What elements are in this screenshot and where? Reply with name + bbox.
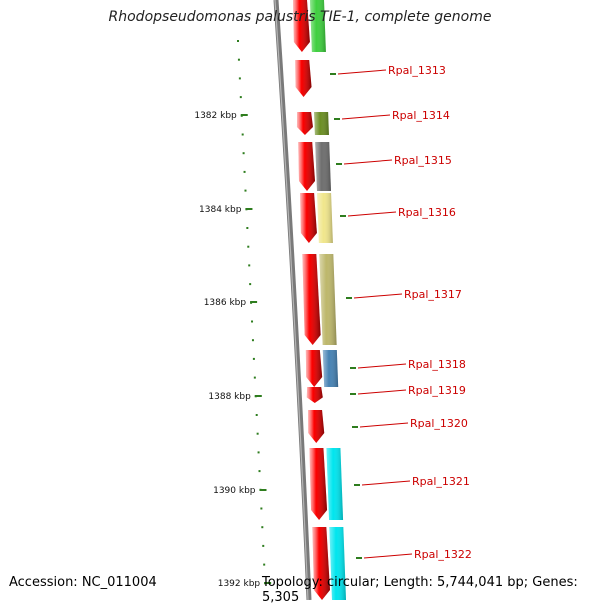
scale-label: 1382 kbp [194,111,237,121]
gene-tick [336,163,342,165]
scale-minor-tick [237,40,239,42]
gene-feature-shade [329,527,346,600]
gene-label[interactable]: Rpal_1314 [392,109,450,122]
scale-minor-tick [248,264,251,267]
gene-tick [350,393,356,395]
scale-minor-tick [258,470,261,473]
gene-leader-line [359,422,409,428]
gene-feature-shade [326,448,344,520]
scale-label: 1390 kbp [213,486,256,496]
scale-minor-tick [255,414,258,416]
gene-label[interactable]: Rpal_1318 [408,358,466,371]
gene-arrow-shade [312,527,330,600]
gene-arrow-shade [305,350,323,387]
gene-label[interactable]: Rpal_1322 [414,548,472,561]
gene-leader-line [363,553,413,559]
gene-tick [330,73,336,75]
gene-arrow-shade [300,193,317,243]
gene-leader-line [357,363,407,369]
scale-minor-tick [239,96,242,99]
gene-feature-shade [310,0,326,52]
gene-label[interactable]: Rpal_1317 [404,288,462,301]
gene-leader-line [347,211,397,217]
scale-major-tick [254,395,262,397]
gene-arrow-shade [308,410,325,443]
scale-minor-tick [251,339,254,342]
gene-labels: Rpal_1313 Rpal_1314 Rpal_1315 Rpal_1316 Rpal… [330,64,472,561]
gene-feature-shade [322,350,339,387]
gene-label[interactable]: Rpal_1315 [394,154,452,167]
scale-minor-tick [256,432,259,435]
scale-minor-tick [257,451,260,454]
gene-feature-shade [315,142,332,191]
scale-minor-tick [242,152,245,155]
scale-minor-tick [252,357,255,360]
gene-arrow-shade [302,254,321,345]
gene-label[interactable]: Rpal_1313 [388,64,446,77]
scale-minor-tick [247,245,250,248]
gene-arrow-shade [306,387,323,403]
scale-major-tick [259,489,267,491]
gene-leader-line [341,114,391,120]
gene-feature-shade [317,193,333,243]
accession-text: Accession: NC_011004 [9,575,157,590]
gene-label[interactable]: Rpal_1319 [408,384,466,397]
gene-label[interactable]: Rpal_1320 [410,417,468,430]
gene-leader-line [343,159,393,165]
scale-minor-tick [246,227,249,229]
gene-tick [340,215,346,217]
gene-arrow-shade [296,112,313,135]
scale-minor-tick [261,526,264,529]
scale-minor-tick [263,563,266,566]
scale-minor-tick [260,507,263,510]
gene-track [293,0,346,600]
gene-arrow-shade [309,448,328,520]
scale-minor-tick [238,77,241,80]
gene-feature-shade [319,254,337,345]
scale-minor-tick [251,320,254,323]
gene-tick [346,297,352,299]
scale-major-tick [250,301,258,303]
scale-label: 1388 kbp [208,392,251,402]
genome-backbone [273,0,312,600]
gene-tick [350,367,356,369]
scale-minor-tick [249,283,252,286]
gene-leader-line [361,480,411,486]
gene-leader-line [337,69,387,75]
gene-tick [354,484,360,486]
gene-leader-line [357,389,407,395]
scale-label: 1384 kbp [199,205,242,215]
scale-minor-tick [262,544,265,547]
genome-backbone-highlight [274,0,309,600]
scale-axis: 1382 kbp 1384 kbp 1386 kbp 1388 kbp 1390 kbp… [194,40,272,589]
scale-major-tick [264,582,272,584]
scale-minor-tick [243,170,246,173]
scale-minor-tick [241,133,244,136]
gene-tick [334,118,340,120]
page-title: Rhodopseudomonas palustris TIE-1, comple… [108,9,492,25]
gene-arrow-shade [298,142,316,191]
gene-arrow-shade [293,0,310,52]
gene-arrow-shade [295,60,312,97]
gene-label[interactable]: Rpal_1321 [412,475,470,488]
scale-label: 1386 kbp [204,298,247,308]
scale-label: 1392 kbp [218,579,261,589]
gene-tick [356,557,362,559]
gene-feature-shade [314,112,329,135]
gene-leader-line [353,293,403,299]
scale-minor-tick [237,58,240,61]
topology-text: Topology: circular; Length: 5,744,041 bp… [262,575,578,605]
scale-major-tick [240,114,248,116]
scale-minor-tick [244,189,247,192]
gene-label[interactable]: Rpal_1316 [398,206,456,219]
scale-major-tick [245,208,253,210]
scale-minor-tick [253,376,256,379]
gene-tick [352,426,358,428]
